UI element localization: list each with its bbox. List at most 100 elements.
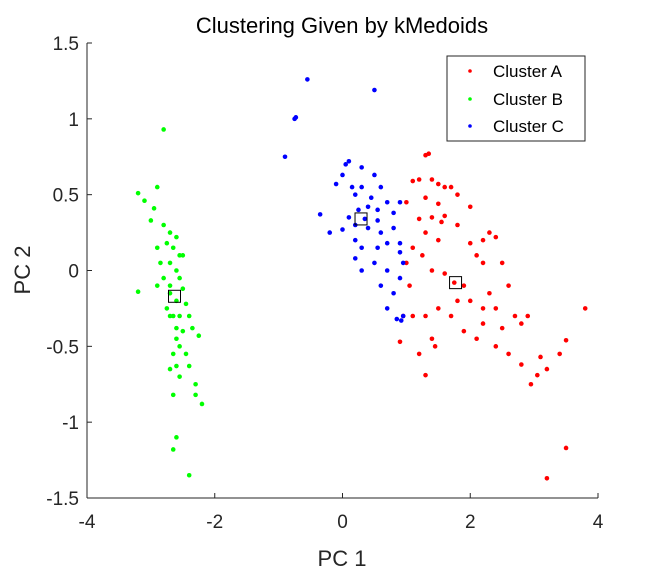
cluster-a-point [423, 313, 428, 319]
cluster-c-point [359, 165, 364, 170]
cluster-a-medoid-marker [449, 276, 463, 290]
cluster-a-point [480, 321, 486, 326]
cluster-c-point [359, 245, 364, 251]
cluster-c-point [362, 216, 368, 222]
cluster-b-point [151, 206, 157, 211]
cluster-a-point [487, 230, 492, 235]
cluster-c-point [343, 162, 348, 167]
legend-label-cluster-c: Cluster C [493, 117, 564, 136]
cluster-c-point [372, 172, 377, 178]
cluster-b-point [135, 289, 141, 295]
cluster-b-point [170, 245, 176, 251]
cluster-a-point [448, 184, 454, 190]
cluster-c-point [378, 230, 384, 235]
cluster-a-point [436, 181, 441, 187]
cluster-b-point [177, 374, 182, 379]
cluster-a-point [474, 336, 479, 342]
cluster-c-point [391, 210, 396, 216]
cluster-b-point [199, 401, 205, 407]
cluster-b-point [158, 260, 163, 266]
cluster-b-point [135, 190, 141, 196]
cluster-b-point [161, 275, 166, 281]
cluster-a-point [499, 260, 505, 266]
cluster-c-point [359, 184, 364, 190]
cluster-b-point [186, 313, 192, 319]
cluster-c-point [398, 318, 404, 323]
chart-title: Clustering Given by kMedoids [196, 13, 488, 38]
cluster-b-point [167, 366, 173, 372]
cluster-c-point [375, 245, 380, 251]
cluster-b-point [167, 230, 173, 235]
cluster-a-point [480, 306, 486, 311]
cluster-c-point [293, 115, 299, 120]
cluster-a-point [512, 313, 518, 319]
cluster-a-point [557, 351, 562, 357]
cluster-b-point [183, 351, 189, 357]
cluster-a-point [442, 184, 448, 190]
cluster-a-point [436, 306, 441, 311]
cluster-a-point [429, 268, 435, 273]
cluster-a-point [519, 362, 524, 367]
cluster-b-point [148, 218, 154, 223]
cluster-a-point [407, 283, 412, 288]
x-tick-label: -4 [79, 512, 96, 533]
cluster-b-point [167, 260, 173, 266]
cluster-a-point [410, 245, 416, 251]
cluster-a-point [544, 366, 550, 372]
cluster-a-point [544, 475, 550, 481]
cluster-b-point [142, 198, 147, 204]
cluster-c-point [368, 195, 374, 200]
y-tick-label: 1 [68, 110, 79, 131]
y-tick-label: -1.5 [46, 489, 79, 510]
cluster-c-point [346, 159, 352, 164]
cluster-a-point [538, 354, 543, 360]
cluster-c-point [365, 225, 371, 231]
cluster-a-point [439, 219, 444, 225]
y-tick-label: -1 [62, 413, 79, 434]
cluster-b-medoid-marker [168, 289, 182, 303]
cluster-b-point [177, 253, 182, 258]
cluster-a-point [429, 177, 435, 182]
cluster-a-point [455, 192, 460, 197]
cluster-b-point [180, 253, 186, 258]
x-axis-title: PC 1 [318, 546, 367, 571]
cluster-b-point [193, 392, 198, 398]
cluster-b-point [196, 333, 202, 339]
cluster-b-point [190, 325, 195, 331]
legend-label-cluster-a: Cluster A [493, 62, 563, 81]
cluster-b-point [170, 392, 176, 398]
cluster-a-point [487, 290, 492, 296]
cluster-c-point [327, 230, 333, 235]
cluster-a-point [436, 237, 441, 243]
x-axis-ticks: -4 -2 0 2 4 [79, 493, 604, 533]
cluster-b-point [174, 325, 179, 331]
cluster-a-point [429, 215, 435, 220]
y-tick-label: 1.5 [53, 34, 79, 55]
cluster-c-point [397, 240, 403, 246]
cluster-a-point [480, 260, 486, 266]
cluster-b-point [186, 363, 192, 369]
cluster-b-point [154, 184, 160, 190]
x-tick-label: 2 [465, 512, 476, 533]
cluster-c-point [378, 184, 384, 190]
cluster-a-point [442, 213, 448, 219]
cluster-a-point [467, 298, 473, 304]
cluster-b-point [186, 472, 192, 478]
cluster-c-point [282, 154, 288, 160]
cluster-c-point [375, 207, 380, 213]
cluster-a-point [420, 253, 425, 258]
cluster-a-point [429, 336, 435, 342]
x-tick-label: -2 [206, 512, 223, 533]
cluster-b-point [177, 313, 182, 319]
cluster-c-point [400, 313, 406, 319]
cluster-c-point [346, 215, 352, 220]
legend-label-cluster-b: Cluster B [493, 90, 563, 109]
cluster-a-point [423, 230, 428, 235]
cluster-a-point [480, 237, 486, 243]
medoid-markers [168, 212, 463, 303]
cluster-c-point [391, 225, 396, 231]
cluster-b-point [167, 283, 173, 288]
y-axis-ticks: 1.5 1 0.5 0 -0.5 -1 -1.5 [46, 34, 92, 510]
cluster-c-point [340, 227, 345, 232]
cluster-c-point [352, 192, 358, 197]
